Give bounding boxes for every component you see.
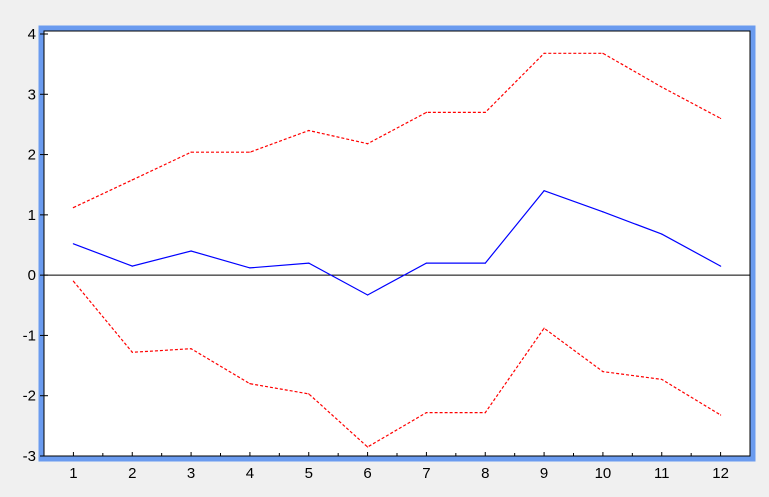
data-point	[190, 348, 192, 350]
x-tick-label: 1	[69, 465, 77, 482]
x-tick-label: 11	[654, 465, 670, 482]
data-point	[72, 280, 75, 282]
data-point	[543, 327, 545, 329]
data-point	[131, 265, 133, 267]
y-tick-label: 2	[28, 147, 36, 164]
data-point	[602, 52, 604, 54]
data-point	[308, 262, 310, 264]
x-tick-label: 8	[481, 465, 489, 482]
x-tick-label: 2	[128, 465, 136, 482]
data-point	[484, 411, 486, 414]
data-point	[602, 211, 604, 213]
y-tick-label: 4	[28, 26, 36, 43]
data-point	[72, 243, 75, 245]
data-point	[131, 179, 133, 181]
data-point	[366, 446, 369, 448]
data-point	[543, 190, 545, 192]
series-line-2	[73, 52, 721, 209]
data-point	[719, 117, 722, 119]
data-point	[190, 151, 192, 153]
plot-frame-highlight	[38, 25, 756, 462]
data-point	[484, 262, 486, 264]
data-point	[249, 383, 251, 385]
x-tick-label: 7	[422, 465, 430, 482]
x-tick-label: 6	[363, 465, 371, 482]
y-axis: 4 3 2 1 0 -1 -2 -3	[23, 26, 48, 465]
data-point	[308, 393, 310, 395]
data-point	[308, 129, 310, 132]
y-tick-label: -2	[23, 388, 36, 405]
y-tick-label: 3	[28, 86, 36, 103]
data-point	[661, 86, 663, 88]
data-point	[543, 52, 545, 54]
series-layer	[72, 52, 722, 448]
x-tick-label: 9	[540, 465, 548, 482]
x-tick-label: 4	[246, 465, 254, 482]
y-tick-label: -3	[23, 448, 36, 465]
data-point	[425, 262, 428, 264]
x-tick-label: 5	[305, 465, 313, 482]
data-point	[425, 411, 428, 414]
data-point	[661, 378, 663, 381]
x-tick-label: 3	[187, 465, 195, 482]
data-point	[249, 267, 251, 269]
data-point	[366, 143, 369, 145]
y-tick-label: -1	[23, 327, 36, 344]
plot-area	[43, 30, 751, 457]
x-axis: 1 2 3 4 5 6 7 8 9 10 11 12	[43, 452, 751, 482]
data-point	[484, 111, 486, 113]
x-tick-label: 10	[595, 465, 612, 482]
series-line-1	[73, 189, 721, 296]
data-point	[661, 233, 663, 235]
data-point	[425, 111, 428, 113]
data-point	[72, 207, 75, 209]
series-line-3	[72, 280, 721, 448]
data-point	[190, 250, 192, 252]
y-tick-label: 1	[28, 207, 36, 224]
data-point	[602, 371, 604, 373]
data-point	[249, 151, 251, 153]
data-point	[719, 414, 722, 416]
y-tick-label: 0	[28, 267, 36, 284]
data-point	[366, 294, 369, 296]
data-point	[131, 351, 133, 353]
data-point	[719, 265, 722, 267]
x-tick-label: 12	[712, 465, 729, 482]
